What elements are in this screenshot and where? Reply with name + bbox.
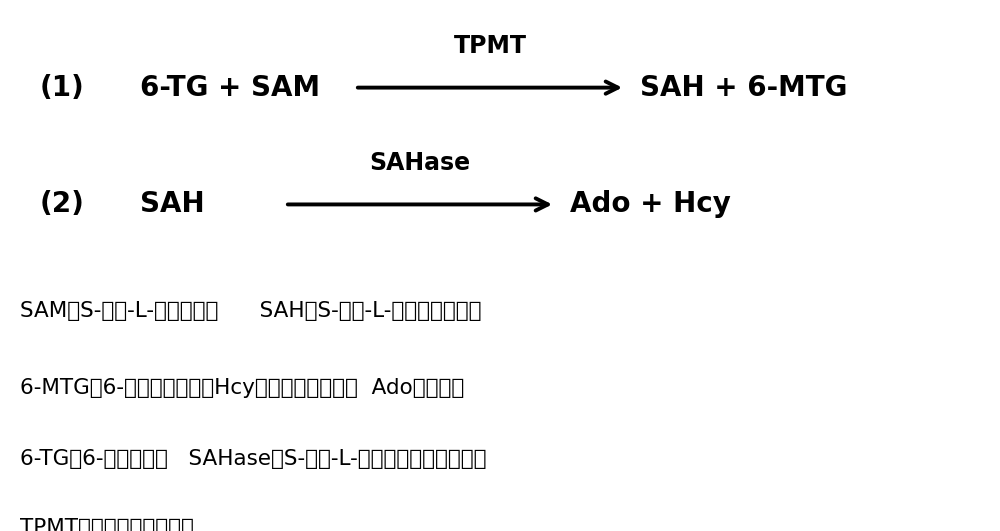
Text: SAH: SAH [140,191,205,218]
Text: TPMT: TPMT [454,35,526,58]
Text: 6-TG：6-硫鸟嗈咚；   SAHase：S-腕苷-L-同型半胱氨酸水解酶；: 6-TG：6-硫鸟嗈咚； SAHase：S-腕苷-L-同型半胱氨酸水解酶； [20,449,486,469]
Text: Ado + Hcy: Ado + Hcy [570,191,731,218]
Text: (2): (2) [40,191,85,218]
Text: 6-MTG：6-硫甲基鸟嗈咚；Hcy：同型半胱氨酸；  Ado：腕苷；: 6-MTG：6-硫甲基鸟嗈咚；Hcy：同型半胱氨酸； Ado：腕苷； [20,378,464,398]
Text: TPMT：硫嗈咚甲基转移酶: TPMT：硫嗈咚甲基转移酶 [20,518,194,531]
Text: SAHase: SAHase [369,151,471,175]
Text: SAM：S-腕苷-L-甲硫氨酸；      SAH：S-腕苷-L-同型半胱氨酸；: SAM：S-腕苷-L-甲硫氨酸； SAH：S-腕苷-L-同型半胱氨酸； [20,301,482,321]
Text: SAH + 6-MTG: SAH + 6-MTG [640,74,847,101]
Text: (1): (1) [40,74,85,101]
Text: 6-TG + SAM: 6-TG + SAM [140,74,320,101]
